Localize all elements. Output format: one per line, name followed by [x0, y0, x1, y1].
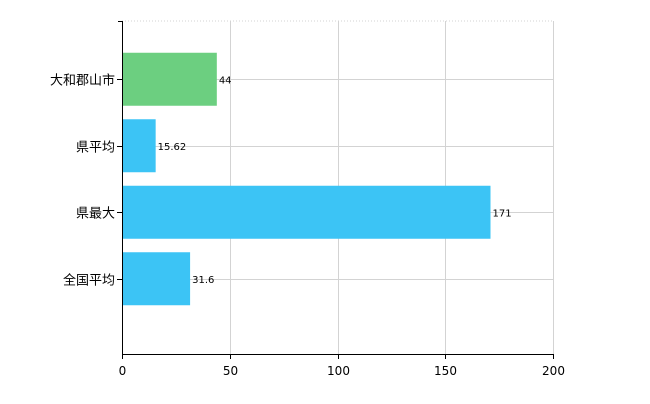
y-tick-label: 全国平均: [63, 273, 115, 289]
x-tick-label: 50: [223, 364, 238, 378]
y-tick-label: 大和郡山市: [50, 73, 115, 89]
x-tick-label: 100: [327, 364, 350, 378]
data-label: 44: [219, 75, 232, 86]
bar-layer: [122, 52, 491, 306]
bar: [122, 252, 191, 306]
x-tick-label: 200: [542, 364, 565, 378]
data-label: 171: [493, 208, 512, 219]
bar: [122, 119, 156, 173]
x-tick-label: 150: [434, 364, 457, 378]
y-tick-label: 県平均: [76, 141, 115, 156]
axis-layer: [117, 21, 554, 359]
data-label: 15.62: [158, 142, 187, 153]
bar: [122, 185, 491, 239]
y-tick-label: 県最大: [76, 207, 115, 222]
bar: [122, 52, 217, 106]
data-label: 31.6: [192, 275, 214, 286]
x-tick-label: 0: [119, 364, 127, 378]
